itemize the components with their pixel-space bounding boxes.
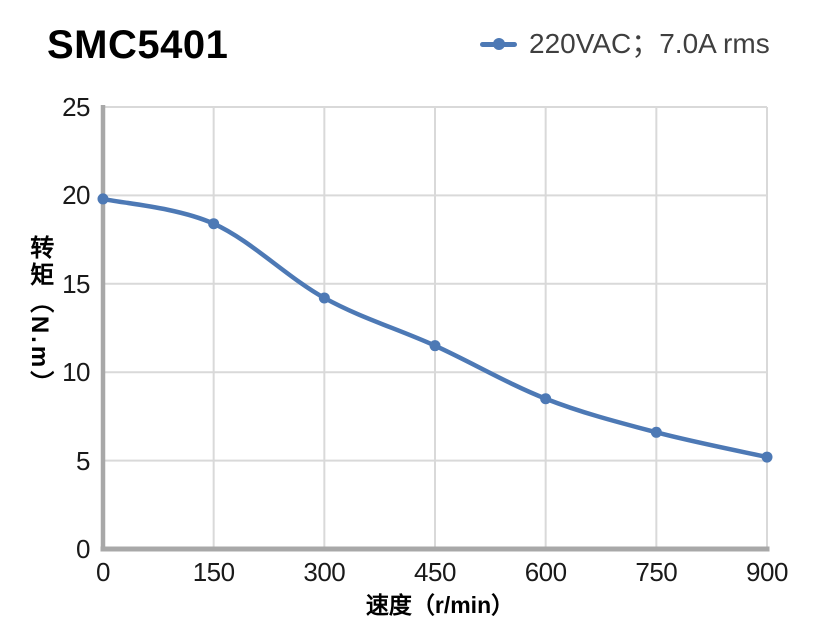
legend-dot-icon [492, 38, 505, 50]
y-tick-label: 5 [76, 445, 90, 476]
y-tick-label: 20 [62, 180, 90, 211]
x-tick-label: 450 [414, 557, 456, 587]
legend: 220VAC；7.0A rms [480, 28, 770, 60]
x-tick-label: 900 [746, 557, 788, 587]
chart-title: SMC5401 [47, 23, 229, 67]
y-tick-label: 10 [62, 357, 90, 388]
data-point-marker [761, 451, 773, 463]
data-point-marker [540, 393, 552, 405]
legend-label: 220VAC；7.0A rms [529, 28, 770, 59]
data-point-marker [650, 426, 662, 438]
data-point-marker [429, 340, 441, 352]
x-tick-label: 750 [635, 557, 678, 587]
legend-line-marker [480, 38, 517, 50]
x-tick-label: 0 [96, 557, 110, 587]
x-tick-label: 300 [303, 557, 346, 587]
x-tick-label: 600 [524, 557, 567, 587]
x-tick-label: 150 [192, 557, 235, 587]
data-point-marker [318, 292, 330, 304]
y-tick-label: 0 [76, 534, 90, 564]
y-axis-title: 转矩（N.m） [25, 234, 53, 398]
y-tick-label: 15 [62, 268, 90, 299]
data-point-marker [208, 218, 220, 230]
x-axis-title: 速度（r/min） [365, 592, 515, 618]
data-point-marker [97, 193, 109, 205]
y-tick-label: 25 [62, 92, 90, 122]
